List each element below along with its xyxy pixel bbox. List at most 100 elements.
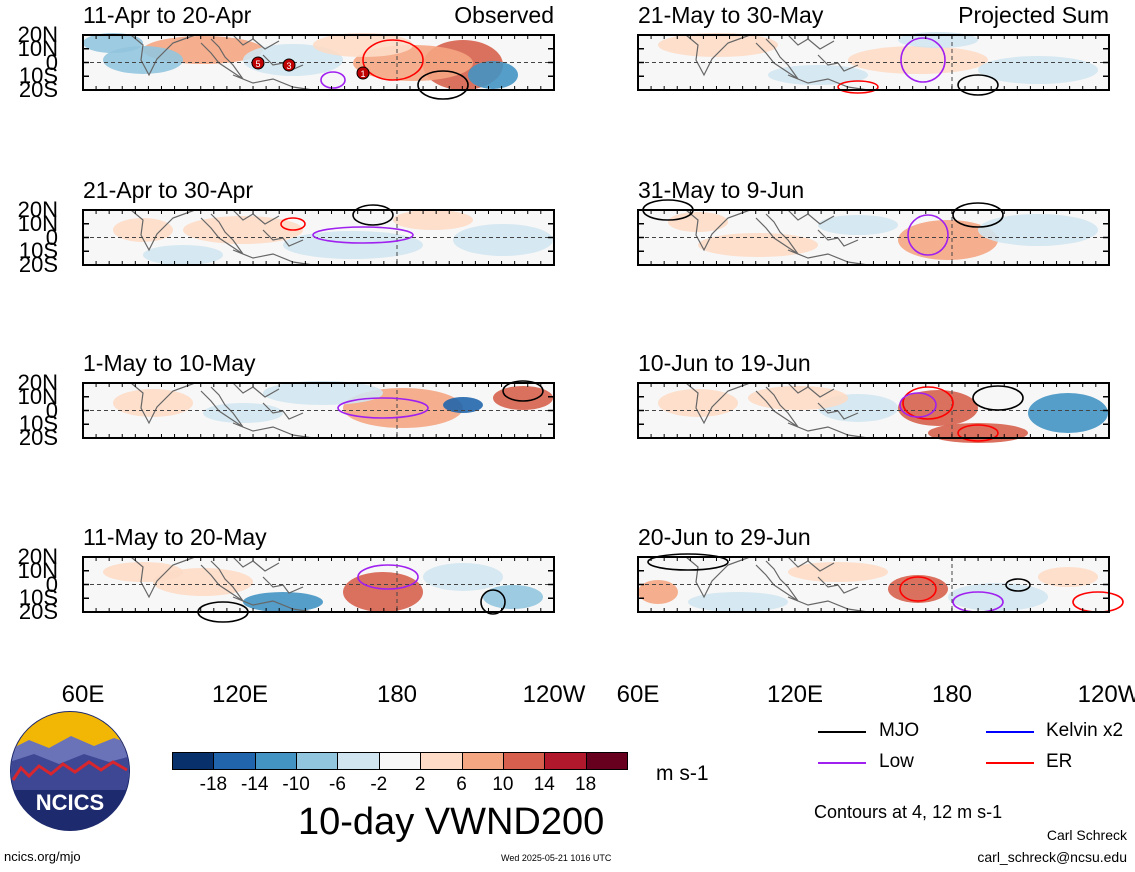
units-label: m s-1 xyxy=(656,762,709,785)
contour-line xyxy=(352,204,394,226)
coastline xyxy=(685,556,869,613)
lat-tick-label: 20S xyxy=(18,77,58,102)
lat-tick-label: 20S xyxy=(18,252,58,277)
panel-p8: 20-Jun to 29-Jun xyxy=(637,524,1124,613)
anomaly-patch xyxy=(948,583,1048,611)
panel-p4: 11-May to 20-May xyxy=(82,524,555,623)
lon-tick-label: 60E xyxy=(61,681,105,708)
coastline xyxy=(130,382,314,439)
colorbar-tick-label: 14 xyxy=(533,774,555,795)
legend-line-kelvin xyxy=(986,731,1034,733)
colorbar-swatch xyxy=(172,752,215,770)
contour-line xyxy=(320,71,346,89)
colorbar-swatch xyxy=(461,752,504,770)
lon-tick-label: 120E xyxy=(766,681,824,708)
panel-p2: 21-Apr to 30-Apr xyxy=(82,177,555,266)
contour-line xyxy=(337,397,429,419)
contour-line xyxy=(357,564,419,590)
lat-tick-label: 20N xyxy=(17,544,58,569)
legend-line-er xyxy=(986,762,1034,764)
lat-tick-label: 20N xyxy=(17,197,58,222)
panel-title: 11-May to 20-May xyxy=(83,524,267,550)
colorbar-swatch xyxy=(420,752,463,770)
author-name: Carl Schreck xyxy=(1046,827,1127,843)
anomaly-patch xyxy=(748,386,848,410)
lat-tick-label: 10S xyxy=(18,63,58,89)
panel-title: 10-Jun to 19-Jun xyxy=(638,350,811,376)
legend-label-kelvin: Kelvin x2 xyxy=(1046,720,1124,741)
anomaly-patch xyxy=(103,562,183,582)
legend-line-low xyxy=(818,762,866,764)
colorbar-swatch xyxy=(337,752,380,770)
coastline xyxy=(685,209,869,266)
colorbar-swatch xyxy=(544,752,587,770)
anomaly-patch xyxy=(453,224,553,256)
anomaly-patch xyxy=(313,33,413,57)
contour-line xyxy=(902,386,954,420)
lat-tick-label: 10N xyxy=(17,210,58,236)
colorbar-swatch xyxy=(254,752,298,770)
coastline xyxy=(130,209,314,266)
anomaly-patch xyxy=(113,389,193,417)
colorbar-tick-label: 2 xyxy=(414,774,426,795)
colorbar-swatch xyxy=(213,752,256,770)
lat-tick-label: 20S xyxy=(18,425,58,450)
lat-tick-label: 20N xyxy=(17,22,58,47)
lon-tick-label: 120E xyxy=(211,681,269,708)
anomaly-map xyxy=(637,199,1110,266)
colorbar-tick-label: 6 xyxy=(456,774,467,795)
anomaly-patch xyxy=(928,423,1028,443)
storm-marker-label: 3 xyxy=(286,61,291,71)
lat-tick-label: 10S xyxy=(18,411,58,437)
anomaly-patch xyxy=(423,563,503,591)
anomaly-patch xyxy=(1038,567,1098,587)
contour-line xyxy=(900,37,946,83)
contour-line xyxy=(957,74,999,96)
anomaly-map xyxy=(637,382,1110,443)
anomaly-patch xyxy=(898,390,978,426)
colorbar-tick-label: 10 xyxy=(492,774,514,795)
colorbar-swatch xyxy=(502,752,546,770)
lat-tick-label: 10N xyxy=(17,557,58,583)
anomaly-patch xyxy=(263,381,383,405)
anomaly-patch xyxy=(768,65,868,85)
ncics-logo: NCICS xyxy=(10,711,130,831)
lat-tick-label: 20N xyxy=(17,370,58,395)
contour-line xyxy=(957,424,999,442)
anomaly-patch xyxy=(493,386,553,410)
coastline xyxy=(130,34,314,91)
lat-tick-label: 10S xyxy=(18,585,58,611)
contour-line xyxy=(952,202,1004,228)
anomaly-patch xyxy=(243,592,323,612)
lat-tick-label: 0 xyxy=(45,49,58,75)
contour-line xyxy=(502,380,544,402)
storm-marker-label: 5 xyxy=(255,59,260,69)
panel-p1: 11-Apr to 20-Apr Observed 5 3 1 xyxy=(82,2,555,100)
lon-tick-label: 120W xyxy=(1077,681,1135,708)
anomaly-patch xyxy=(698,233,818,257)
anomaly-patch xyxy=(1028,393,1108,433)
colorbar-tick-label: -14 xyxy=(240,774,269,795)
anomaly-patch xyxy=(888,575,948,603)
panel-title: 20-Jun to 29-Jun xyxy=(638,524,811,550)
lat-tick-label: 0 xyxy=(45,224,58,250)
legend-label-mjo: MJO xyxy=(879,720,920,741)
lat-tick-label: 0 xyxy=(45,571,58,597)
storm-marker xyxy=(251,56,265,70)
contour-line xyxy=(899,392,937,418)
legend-label-low: Low xyxy=(879,751,914,772)
anomaly-patch xyxy=(788,562,888,582)
panel-p6: 31-May to 9-Jun xyxy=(637,177,1110,266)
anomaly-map xyxy=(82,556,555,623)
colorbar-tick-label: -2 xyxy=(370,774,388,795)
coastline xyxy=(685,382,869,439)
colorbar-tick-label: -6 xyxy=(329,774,346,795)
storm-marker xyxy=(356,66,370,80)
panel-title: 21-May to 30-May xyxy=(638,2,824,28)
logo-text: NCICS xyxy=(36,790,104,815)
contour-line xyxy=(417,70,469,100)
panel-title: 21-Apr to 30-Apr xyxy=(83,177,254,203)
contour-line xyxy=(972,385,1024,411)
anomaly-patch xyxy=(688,592,788,612)
lon-tick-label: 180 xyxy=(376,681,418,708)
